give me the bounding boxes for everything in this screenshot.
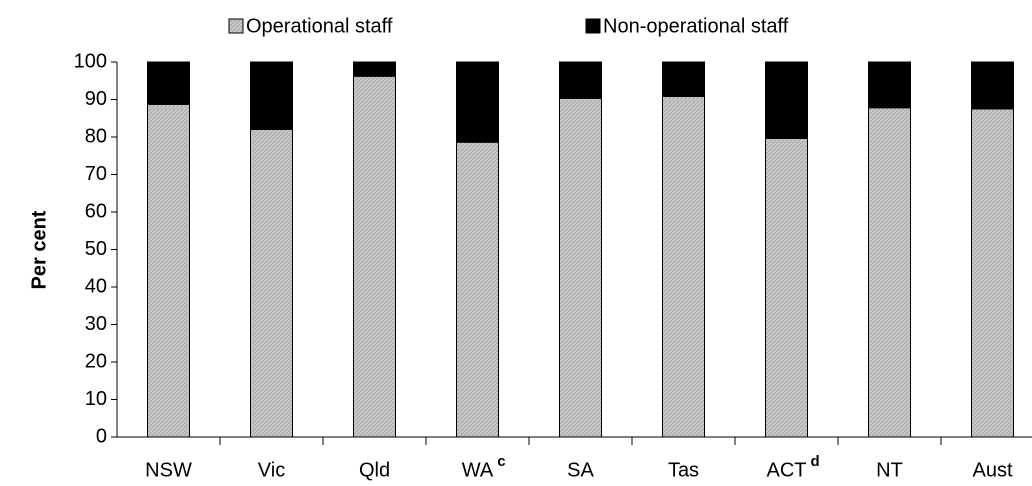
bar-segment <box>662 96 705 438</box>
y-tick-label: 30 <box>85 313 107 335</box>
bar-segment <box>559 61 602 99</box>
bar-segment <box>353 75 396 438</box>
legend-label: Non-operational staff <box>603 15 789 37</box>
x-tick-label: NSW <box>145 459 192 481</box>
y-tick-label: 100 <box>74 50 107 72</box>
x-tick-label: WA <box>462 459 494 481</box>
y-tick-label: 90 <box>85 88 107 110</box>
y-tick-label: 60 <box>85 200 107 222</box>
legend-swatch <box>228 18 244 34</box>
bar-segment <box>765 61 808 139</box>
y-tick-label: 80 <box>85 125 107 147</box>
x-tick-label: Aust <box>972 459 1012 481</box>
bar-segment <box>559 97 602 438</box>
x-tick-label: ACT <box>767 459 807 481</box>
x-tick-label: Vic <box>258 459 285 481</box>
legend-swatch <box>585 18 601 34</box>
category-note: c <box>497 453 505 470</box>
y-axis-label: Per cent <box>28 210 50 289</box>
category-note: d <box>811 453 820 470</box>
y-tick-label: 70 <box>85 163 107 185</box>
bar-segment <box>868 61 911 109</box>
y-tick-label: 0 <box>96 425 107 447</box>
bar-segment <box>971 61 1014 110</box>
x-tick-label: SA <box>567 459 594 481</box>
bar-segment <box>662 61 705 97</box>
bar-segment <box>868 107 911 438</box>
bar-segment <box>250 61 293 130</box>
legend-label: Operational staff <box>246 15 393 37</box>
y-tick-label: 20 <box>85 350 107 372</box>
bar-segment <box>147 103 190 438</box>
bar-segment <box>147 61 190 105</box>
bar-segment <box>456 61 499 143</box>
x-tick-label: Tas <box>668 459 699 481</box>
bar-segment <box>353 61 396 77</box>
x-tick-label: Qld <box>359 459 390 481</box>
y-tick-label: 40 <box>85 275 107 297</box>
bar-segment <box>971 108 1014 438</box>
bar-segment <box>765 138 808 438</box>
y-tick-label: 50 <box>85 238 107 260</box>
y-tick-label: 10 <box>85 388 107 410</box>
x-tick-label: NT <box>876 459 903 481</box>
bar-segment <box>250 129 293 438</box>
bar-segment <box>456 141 499 438</box>
